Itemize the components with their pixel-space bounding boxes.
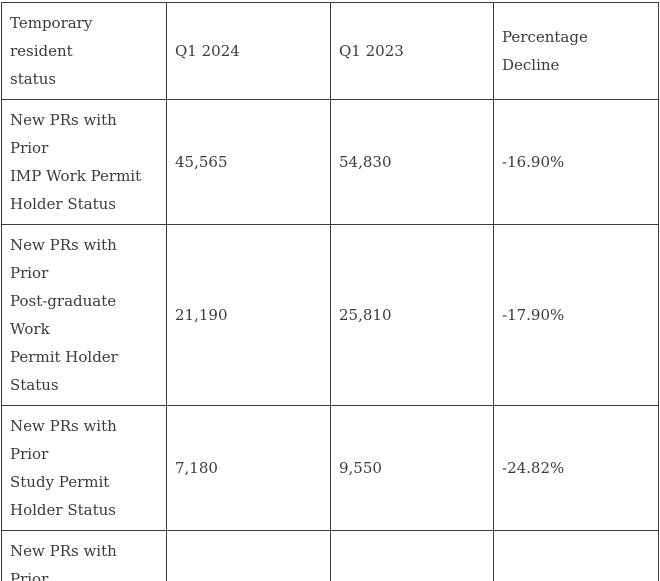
table-row-temporary-foreign-worker: New PRs with Prior Temporary Foreign Wor… [1,530,659,581]
cell-q1-2023: 25,810 [330,224,494,406]
table-row-imp-work-permit: New PRs with Prior IMP Work Permit Holde… [1,99,659,225]
cell-percentage-decline: -24.82% [493,405,659,531]
cell-q1-2024: 45,565 [166,99,331,225]
cell-q1-2023: 54,830 [330,99,494,225]
cell-q1-2024: 3,710 [166,530,331,581]
cell-q1-2023: 9,550 [330,405,494,531]
cell-q1-2024: 21,190 [166,224,331,406]
table-row-study-permit: New PRs with Prior Study Permit Holder S… [1,405,659,531]
table-row-post-graduate-work-permit: New PRs with Prior Post-graduate Work Pe… [1,224,659,406]
header-cell-q1-2023: Q1 2023 [330,2,494,100]
cell-q1-2023: 4,140 [330,530,494,581]
header-cell-status: Temporary resident status [1,2,167,100]
cell-percentage-decline: -17.90% [493,224,659,406]
cell-percentage-decline: -10.39% [493,530,659,581]
cell-status: New PRs with Prior Study Permit Holder S… [1,405,167,531]
header-cell-q1-2024: Q1 2024 [166,2,331,100]
header-row: Temporary resident status Q1 2024 Q1 202… [1,2,659,100]
cell-status: New PRs with Prior Post-graduate Work Pe… [1,224,167,406]
cell-status: New PRs with Prior Temporary Foreign Wor… [1,530,167,581]
header-cell-percentage-decline: Percentage Decline [493,2,659,100]
cell-q1-2024: 7,180 [166,405,331,531]
cell-percentage-decline: -16.90% [493,99,659,225]
cell-status: New PRs with Prior IMP Work Permit Holde… [1,99,167,225]
